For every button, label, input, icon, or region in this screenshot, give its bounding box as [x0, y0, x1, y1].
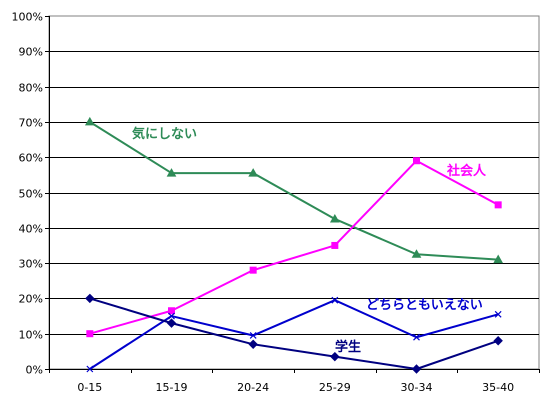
plot-frame	[48, 15, 540, 370]
series-label: 社会人	[446, 163, 487, 179]
x-tick-label: 0-15	[77, 381, 102, 394]
y-tick-label: 30%	[19, 258, 43, 271]
data-point	[166, 168, 177, 177]
data-point	[248, 168, 259, 177]
data-point	[493, 336, 503, 346]
y-tick-label: 90%	[19, 46, 43, 59]
y-tick-label: 60%	[19, 152, 43, 165]
data-point	[411, 249, 422, 258]
data-point	[494, 201, 502, 209]
data-point	[168, 312, 175, 320]
x-tick-label: 30-34	[401, 381, 433, 394]
data-point	[494, 310, 502, 318]
series-line	[89, 299, 499, 370]
data-point	[84, 116, 95, 126]
y-tick-label: 100%	[12, 11, 43, 24]
data-point	[249, 266, 257, 274]
data-point	[249, 332, 257, 339]
series-label: 気にしない	[132, 126, 197, 142]
series-line	[89, 121, 499, 261]
y-tick-label: 50%	[19, 188, 43, 201]
data-point	[248, 339, 258, 349]
data-point	[331, 241, 339, 249]
y-tick-label: 80%	[19, 82, 43, 95]
data-point	[86, 365, 94, 373]
data-point	[413, 333, 420, 341]
x-tick-label: 35-40	[482, 381, 514, 394]
x-tick-label: 15-19	[156, 381, 188, 394]
series-label: どちらともいえない	[366, 298, 483, 313]
data-point	[168, 307, 175, 315]
data-point	[330, 351, 340, 362]
y-tick-label: 70%	[19, 117, 43, 130]
series-label: 学生	[335, 339, 361, 355]
plot-area: 0% 10% 20% 30% 40% 50% 60% 70% 80% 90% 100% 0-15 15-…	[12, 11, 540, 394]
data-point	[493, 254, 504, 264]
series-line	[89, 297, 499, 370]
data-point	[85, 293, 95, 304]
x-tick-label: 25-29	[319, 381, 351, 394]
y-tick-label: 40%	[19, 223, 43, 236]
x-tick-label: 20-24	[237, 381, 269, 394]
data-point	[331, 296, 339, 304]
series-line	[89, 159, 499, 335]
y-tick-label: 20%	[19, 293, 43, 306]
data-point	[411, 364, 422, 374]
y-tick-label: 10%	[19, 329, 43, 342]
data-point	[413, 157, 420, 165]
data-point	[166, 318, 177, 328]
data-point	[86, 330, 94, 338]
y-tick-label: 0%	[26, 364, 43, 377]
data-point	[329, 213, 340, 223]
